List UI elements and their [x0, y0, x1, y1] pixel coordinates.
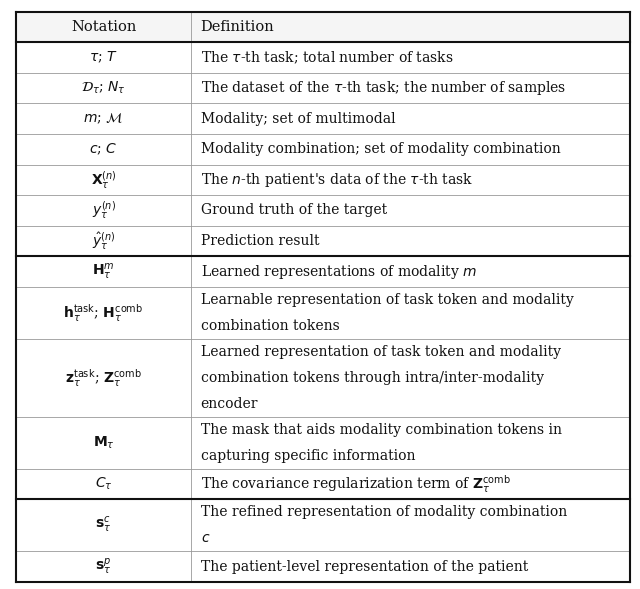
Text: Learned representation of task token and modality: Learned representation of task token and…: [201, 345, 561, 359]
Text: Prediction result: Prediction result: [201, 234, 319, 248]
Text: Modality; set of multimodal: Modality; set of multimodal: [201, 112, 396, 126]
Text: Learned representations of modality $m$: Learned representations of modality $m$: [201, 263, 477, 280]
Text: Notation: Notation: [71, 20, 136, 34]
Text: $\mathbf{M}_{\tau}$: $\mathbf{M}_{\tau}$: [93, 435, 115, 451]
Text: The $\tau$-th task; total number of tasks: The $\tau$-th task; total number of task…: [201, 49, 453, 66]
Bar: [16, 12, 630, 42]
Text: $c$; $C$: $c$; $C$: [90, 141, 118, 157]
Text: combination tokens through intra/inter-modality: combination tokens through intra/inter-m…: [201, 371, 544, 385]
Text: $\hat{y}_{\tau}^{(n)}$: $\hat{y}_{\tau}^{(n)}$: [92, 230, 115, 252]
Text: Definition: Definition: [201, 20, 275, 34]
Text: The dataset of the $\tau$-th task; the number of samples: The dataset of the $\tau$-th task; the n…: [201, 79, 566, 97]
Text: Modality combination; set of modality combination: Modality combination; set of modality co…: [201, 143, 561, 156]
Text: combination tokens: combination tokens: [201, 319, 339, 333]
Text: $\mathbf{h}_{\tau}^{\mathrm{task}}$; $\mathbf{H}_{\tau}^{\mathrm{comb}}$: $\mathbf{h}_{\tau}^{\mathrm{task}}$; $\m…: [63, 302, 143, 324]
Text: The $n$-th patient's data of the $\tau$-th task: The $n$-th patient's data of the $\tau$-…: [201, 171, 473, 189]
Text: $m$; $\mathcal{M}$: $m$; $\mathcal{M}$: [83, 111, 124, 126]
Text: The mask that aids modality combination tokens in: The mask that aids modality combination …: [201, 423, 562, 437]
Text: $\mathbf{z}_{\tau}^{\mathrm{task}}$; $\mathbf{Z}_{\tau}^{\mathrm{comb}}$: $\mathbf{z}_{\tau}^{\mathrm{task}}$; $\m…: [65, 367, 142, 389]
Text: The patient-level representation of the patient: The patient-level representation of the …: [201, 560, 528, 574]
Text: $\mathcal{D}_{\tau}$; $N_{\tau}$: $\mathcal{D}_{\tau}$; $N_{\tau}$: [81, 80, 126, 97]
Text: $\mathbf{X}_{\tau}^{(n)}$: $\mathbf{X}_{\tau}^{(n)}$: [91, 169, 116, 191]
Text: encoder: encoder: [201, 397, 258, 411]
Text: $c$: $c$: [201, 531, 210, 545]
Text: $C_{\tau}$: $C_{\tau}$: [95, 476, 113, 492]
Text: $\mathbf{s}_{\tau}^{p}$: $\mathbf{s}_{\tau}^{p}$: [95, 557, 112, 577]
Text: $\tau$; $T$: $\tau$; $T$: [89, 50, 118, 65]
Text: capturing specific information: capturing specific information: [201, 449, 415, 463]
Text: Learnable representation of task token and modality: Learnable representation of task token a…: [201, 293, 573, 307]
Text: $y_{\tau}^{(n)}$: $y_{\tau}^{(n)}$: [92, 200, 116, 221]
Text: $\mathbf{H}_{\tau}^{m}$: $\mathbf{H}_{\tau}^{m}$: [92, 262, 115, 282]
Text: The refined representation of modality combination: The refined representation of modality c…: [201, 505, 567, 519]
Text: The covariance regularization term of $\mathbf{Z}_{\tau}^{\mathrm{comb}}$: The covariance regularization term of $\…: [201, 473, 511, 495]
Text: Ground truth of the target: Ground truth of the target: [201, 203, 387, 217]
Text: $\mathbf{s}_{\tau}^{c}$: $\mathbf{s}_{\tau}^{c}$: [95, 515, 112, 535]
